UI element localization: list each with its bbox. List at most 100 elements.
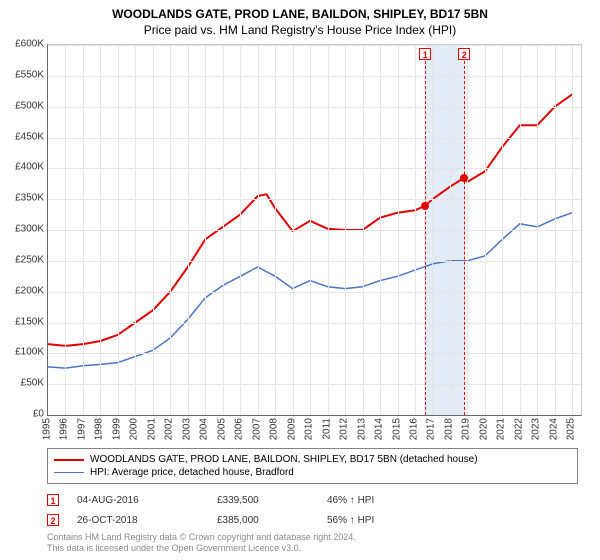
plot-area: 12 xyxy=(47,44,582,416)
footer: Contains HM Land Registry data © Crown c… xyxy=(47,532,356,555)
xtick-label: 2011 xyxy=(321,418,332,440)
xtick-label: 2018 xyxy=(443,418,454,440)
ytick-label: £450K xyxy=(2,131,44,142)
gridline-v xyxy=(135,45,136,415)
gridline-v xyxy=(275,45,276,415)
xtick-label: 1995 xyxy=(42,418,53,440)
xtick-label: 2008 xyxy=(269,418,280,440)
gridline-v xyxy=(310,45,311,415)
xtick-label: 2021 xyxy=(496,418,507,440)
xtick-label: 1998 xyxy=(94,418,105,440)
ytick-label: £250K xyxy=(2,254,44,265)
sale-date-1: 04-AUG-2016 xyxy=(77,495,217,506)
xtick-label: 2020 xyxy=(478,418,489,440)
xtick-label: 2003 xyxy=(181,418,192,440)
xtick-label: 2010 xyxy=(304,418,315,440)
gridline-v xyxy=(188,45,189,415)
xtick-label: 2016 xyxy=(408,418,419,440)
xtick-label: 2015 xyxy=(391,418,402,440)
gridline-h xyxy=(48,138,581,139)
xtick-label: 2001 xyxy=(146,418,157,440)
xtick-label: 1997 xyxy=(76,418,87,440)
gridline-v xyxy=(398,45,399,415)
gridline-h xyxy=(48,384,581,385)
ytick-label: £550K xyxy=(2,69,44,80)
xtick-label: 2025 xyxy=(566,418,577,440)
sale-price-1: £339,500 xyxy=(217,495,327,506)
legend-row-hpi: HPI: Average price, detached house, Brad… xyxy=(54,466,571,479)
sale-price-2: £385,000 xyxy=(217,515,327,526)
gridline-v xyxy=(345,45,346,415)
sale-pct-1: 46% ↑ HPI xyxy=(327,495,437,506)
xtick-label: 2014 xyxy=(374,418,385,440)
gridline-h xyxy=(48,353,581,354)
title-line1: WOODLANDS GATE, PROD LANE, BAILDON, SHIP… xyxy=(0,6,600,22)
gridline-v xyxy=(432,45,433,415)
gridline-v xyxy=(223,45,224,415)
gridline-v xyxy=(240,45,241,415)
gridline-v xyxy=(502,45,503,415)
gridline-h xyxy=(48,199,581,200)
xtick-label: 2022 xyxy=(513,418,524,440)
gridline-v xyxy=(537,45,538,415)
sale-pct-2: 56% ↑ HPI xyxy=(327,515,437,526)
gridline-h xyxy=(48,45,581,46)
sale-marker-2: 2 xyxy=(47,514,59,526)
legend-row-property: WOODLANDS GATE, PROD LANE, BAILDON, SHIP… xyxy=(54,453,571,466)
sale-dot xyxy=(460,174,468,182)
gridline-h xyxy=(48,168,581,169)
sale-date-2: 26-OCT-2018 xyxy=(77,515,217,526)
legend-label-hpi: HPI: Average price, detached house, Brad… xyxy=(90,466,294,479)
legend-swatch-property xyxy=(54,459,84,461)
ytick-label: £500K xyxy=(2,100,44,111)
gridline-v xyxy=(65,45,66,415)
ytick-label: £50K xyxy=(2,378,44,389)
gridline-h xyxy=(48,261,581,262)
gridline-h xyxy=(48,230,581,231)
ytick-label: £200K xyxy=(2,285,44,296)
marker-box-1: 1 xyxy=(419,48,431,60)
ytick-label: £150K xyxy=(2,316,44,327)
gridline-v xyxy=(170,45,171,415)
footer-line2: This data is licensed under the Open Gov… xyxy=(47,543,356,554)
gridline-v xyxy=(153,45,154,415)
xtick-label: 1999 xyxy=(111,418,122,440)
gridline-h xyxy=(48,323,581,324)
ytick-label: £400K xyxy=(2,162,44,173)
marker-line xyxy=(464,61,465,415)
marker-box-2: 2 xyxy=(458,48,470,60)
xtick-label: 2013 xyxy=(356,418,367,440)
sale-marker-1: 1 xyxy=(47,494,59,506)
gridline-v xyxy=(205,45,206,415)
gridline-v xyxy=(572,45,573,415)
gridline-v xyxy=(520,45,521,415)
gridline-v xyxy=(467,45,468,415)
legend-swatch-hpi xyxy=(54,472,84,473)
footer-line1: Contains HM Land Registry data © Crown c… xyxy=(47,532,356,543)
gridline-v xyxy=(363,45,364,415)
gridline-h xyxy=(48,292,581,293)
xtick-label: 2009 xyxy=(286,418,297,440)
xtick-label: 1996 xyxy=(59,418,70,440)
gridline-v xyxy=(293,45,294,415)
marker-line xyxy=(425,61,426,415)
ytick-label: £600K xyxy=(2,39,44,50)
xtick-label: 2017 xyxy=(426,418,437,440)
chart-container: WOODLANDS GATE, PROD LANE, BAILDON, SHIP… xyxy=(0,0,600,560)
xtick-label: 2012 xyxy=(339,418,350,440)
xtick-label: 2000 xyxy=(129,418,140,440)
xtick-label: 2023 xyxy=(531,418,542,440)
sale-dot xyxy=(421,202,429,210)
gridline-v xyxy=(415,45,416,415)
gridline-v xyxy=(380,45,381,415)
gridline-v xyxy=(485,45,486,415)
gridline-v xyxy=(555,45,556,415)
xtick-label: 2006 xyxy=(234,418,245,440)
xtick-label: 2019 xyxy=(461,418,472,440)
legend: WOODLANDS GATE, PROD LANE, BAILDON, SHIP… xyxy=(47,448,578,484)
title-line2: Price paid vs. HM Land Registry's House … xyxy=(0,22,600,38)
gridline-h xyxy=(48,107,581,108)
title-block: WOODLANDS GATE, PROD LANE, BAILDON, SHIP… xyxy=(0,0,600,38)
xtick-label: 2004 xyxy=(199,418,210,440)
xtick-label: 2005 xyxy=(216,418,227,440)
